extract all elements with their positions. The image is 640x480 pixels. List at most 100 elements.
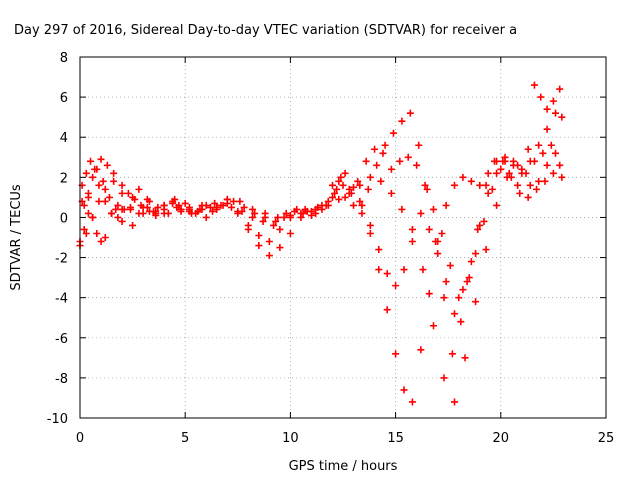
data-point: [419, 266, 427, 274]
data-point: [112, 205, 120, 213]
data-point: [341, 193, 349, 201]
data-point: [440, 374, 448, 382]
data-point: [373, 161, 381, 169]
data-point: [480, 217, 488, 225]
data-point: [459, 286, 467, 294]
data-point: [103, 161, 111, 169]
data-point: [118, 217, 126, 225]
data-point: [171, 195, 179, 203]
data-point: [533, 185, 541, 193]
data-point: [89, 173, 97, 181]
data-point: [543, 125, 551, 133]
data-point: [364, 185, 372, 193]
data-point: [497, 165, 505, 173]
data-point: [516, 189, 524, 197]
data-point: [213, 203, 221, 211]
data-point: [526, 181, 534, 189]
data-point: [101, 185, 109, 193]
data-series: [78, 81, 564, 406]
data-point: [177, 207, 185, 215]
data-point: [381, 141, 389, 149]
data-point: [169, 199, 177, 207]
data-point: [335, 195, 343, 203]
data-point: [484, 189, 492, 197]
data-series: [78, 141, 564, 302]
data-point: [101, 234, 109, 241]
data-point: [377, 177, 385, 185]
data-point: [366, 229, 374, 237]
data-point: [488, 185, 496, 193]
data-point: [434, 250, 442, 258]
data-point: [366, 221, 374, 229]
data-point: [331, 189, 339, 197]
y-tick-label: 2: [60, 171, 68, 186]
data-point: [476, 221, 484, 229]
data-point: [413, 161, 421, 169]
data-point: [337, 173, 345, 181]
data-point: [493, 201, 501, 209]
data-point: [549, 169, 557, 177]
data-point: [549, 97, 557, 105]
data-point: [459, 173, 467, 181]
data-point: [358, 209, 366, 217]
data-point: [95, 197, 103, 205]
data-point: [105, 193, 113, 201]
data-point: [286, 229, 294, 237]
data-point: [451, 398, 459, 406]
data-point: [451, 310, 459, 318]
data-point: [543, 161, 551, 169]
data-point: [91, 165, 99, 173]
data-point: [518, 165, 526, 173]
data-point: [255, 231, 263, 239]
data-point: [543, 105, 551, 113]
data-point: [108, 209, 116, 217]
data-point: [358, 201, 366, 209]
data-point: [455, 294, 463, 302]
y-axis-label: SDTVAR / TECUs: [9, 184, 24, 291]
data-point: [99, 177, 107, 185]
axis-ticks: 0 5 10 15 20 25 -10 -8 -6 -4 -2 0 2 4 6 8: [47, 51, 615, 446]
data-point: [425, 290, 433, 298]
y-tick-label: -8: [55, 372, 68, 387]
data-point: [354, 177, 362, 185]
y-tick-label: 4: [60, 131, 68, 146]
data-point: [375, 266, 383, 274]
y-tick-label: -4: [55, 292, 68, 307]
data-point: [345, 189, 353, 197]
data-point: [463, 278, 471, 286]
data-point: [514, 161, 522, 169]
data-point: [558, 173, 566, 181]
data-point: [446, 262, 454, 270]
data-point: [249, 205, 257, 213]
data-point: [556, 161, 564, 169]
data-point: [503, 173, 511, 181]
data-point: [408, 225, 416, 233]
data-point: [244, 221, 252, 229]
data-point: [126, 205, 134, 213]
data-point: [80, 201, 88, 209]
data-point: [501, 153, 509, 161]
data-point: [541, 177, 549, 185]
data-point: [299, 209, 307, 217]
x-tick-label: 5: [181, 431, 189, 446]
data-point: [282, 209, 290, 217]
data-point: [276, 225, 284, 233]
data-point: [139, 203, 147, 211]
data-point: [227, 203, 235, 211]
data-point: [160, 201, 168, 209]
data-point: [524, 145, 532, 153]
data-point: [307, 211, 315, 219]
data-series: [80, 109, 557, 358]
data-point: [461, 354, 469, 362]
data-point: [261, 209, 269, 217]
data-point: [145, 197, 153, 205]
data-point: [312, 205, 320, 213]
data-point: [335, 177, 343, 185]
data-point: [467, 258, 475, 266]
data-point: [333, 185, 341, 193]
x-tick-label: 25: [598, 431, 615, 446]
data-point: [129, 221, 137, 229]
data-point: [417, 346, 425, 354]
data-point: [89, 213, 97, 221]
data-point: [484, 169, 492, 177]
